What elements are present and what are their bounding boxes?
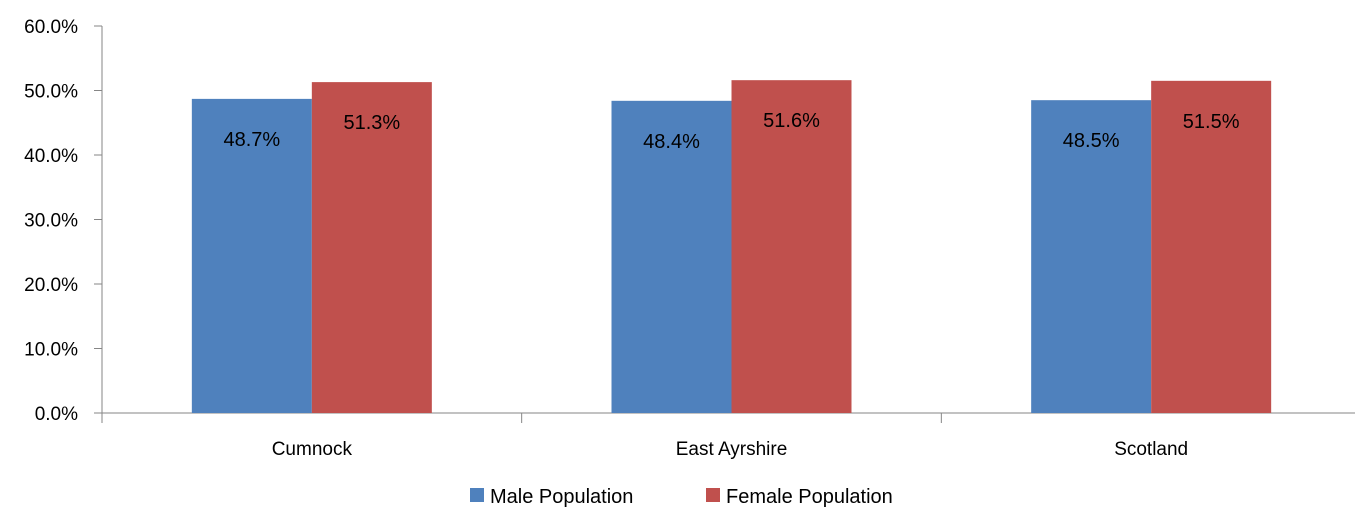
x-axis: Cumnock East Ayrshire Scotland bbox=[101, 412, 1355, 460]
legend-label: Male Population bbox=[490, 486, 633, 508]
data-label: 48.7% bbox=[223, 129, 280, 151]
data-label: 48.4% bbox=[643, 131, 700, 153]
x-category-label: Scotland bbox=[1114, 439, 1188, 460]
y-tick-label: 0.0% bbox=[35, 404, 78, 425]
bar-female bbox=[1151, 80, 1272, 413]
bar-female bbox=[731, 80, 852, 414]
bar-male bbox=[611, 100, 732, 413]
y-tick-label: 40.0% bbox=[24, 146, 78, 167]
y-tick-label: 30.0% bbox=[24, 211, 78, 232]
bar-male bbox=[191, 98, 312, 413]
data-label: 51.6% bbox=[763, 110, 820, 132]
bars bbox=[191, 80, 1272, 414]
y-tick-label: 20.0% bbox=[24, 275, 78, 296]
data-label: 51.5% bbox=[1183, 111, 1240, 133]
bar-male bbox=[1031, 100, 1152, 414]
y-tick-label: 60.0% bbox=[24, 17, 78, 38]
y-tick-label: 10.0% bbox=[24, 340, 78, 361]
legend-swatch bbox=[470, 488, 484, 502]
legend-swatch bbox=[706, 488, 720, 502]
legend-label: Female Population bbox=[726, 486, 893, 508]
x-category-label: East Ayrshire bbox=[676, 439, 788, 460]
bar-female bbox=[311, 82, 432, 414]
data-label: 51.3% bbox=[343, 112, 400, 134]
x-category-label: Cumnock bbox=[272, 439, 353, 460]
y-axis: 0.0% 10.0% 20.0% 30.0% 40.0% 50.0% 60.0% bbox=[24, 17, 103, 425]
legend: Male Population Female Population bbox=[470, 486, 893, 508]
data-labels: 48.7% 51.3% 48.4% 51.6% 48.5% 51.5% bbox=[223, 110, 1239, 153]
y-tick-label: 50.0% bbox=[24, 82, 78, 103]
data-label: 48.5% bbox=[1063, 130, 1120, 152]
